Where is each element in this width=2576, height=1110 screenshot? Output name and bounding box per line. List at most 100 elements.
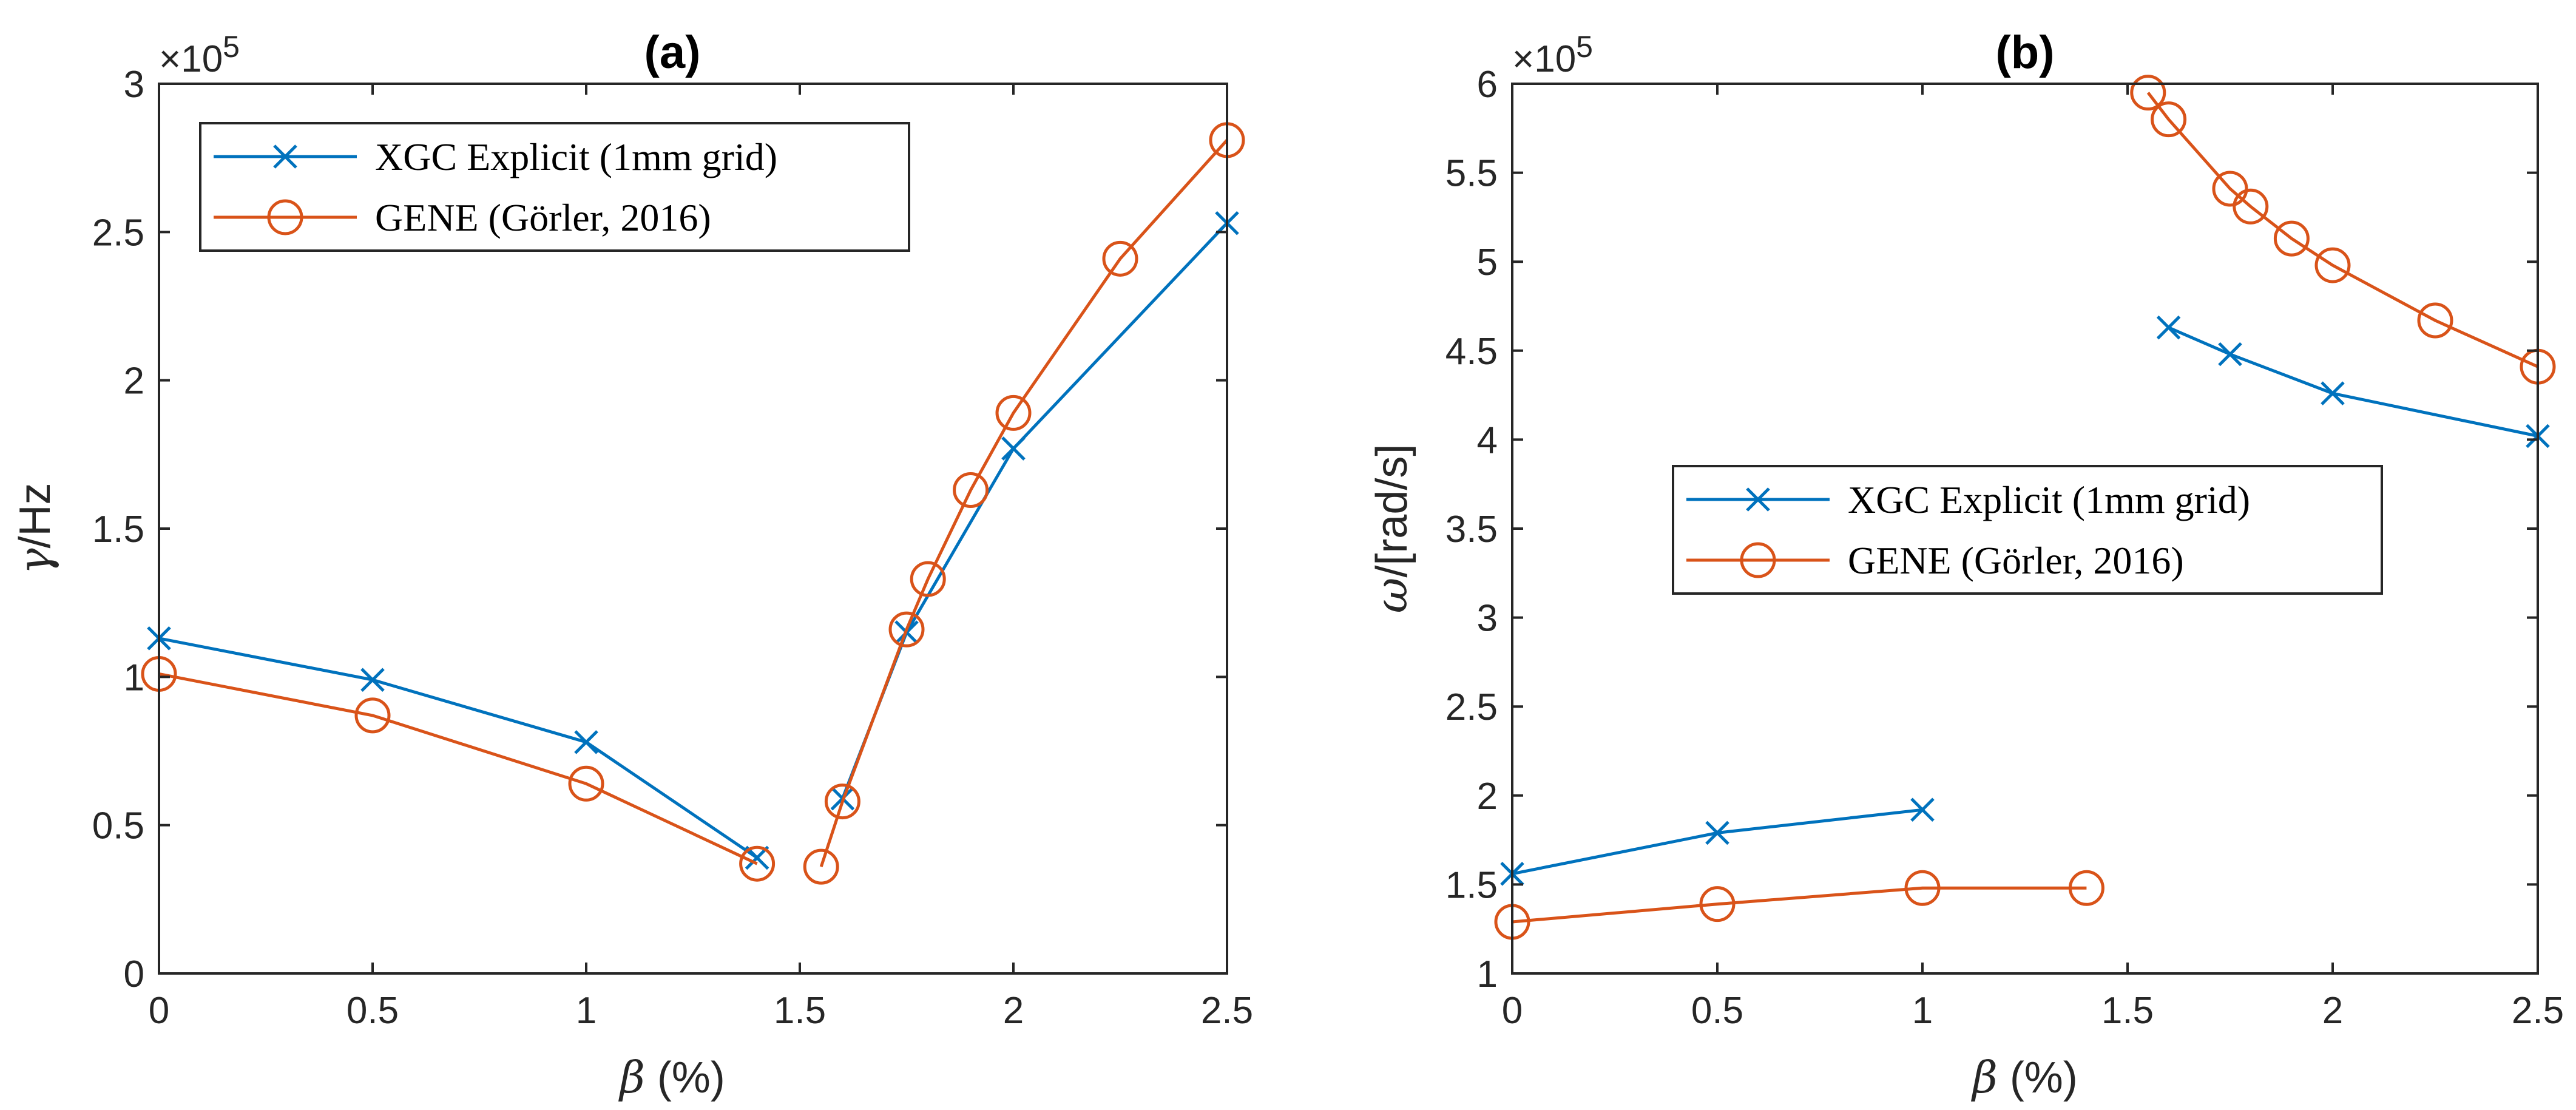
panel-b-series-xgc-point [1705, 821, 1729, 845]
panel-a-series-xgc-line [158, 637, 759, 859]
panel-a-exponent-base: ×10 [159, 38, 223, 80]
panel-b-x-tick-label: 0.5 [1691, 990, 1743, 1032]
panel-a-x-tick-label: 0 [149, 990, 169, 1032]
panel-b-ticks: 0 0.5 1 1.5 2 2.5 1 1.5 2 2.5 3 3.5 4 4.5 5 5.5 6 [1445, 64, 2564, 1032]
panel-b-y-tick-label: 4.5 [1445, 331, 1498, 373]
panel-a-y-tick-label: 0 [124, 953, 144, 995]
panel-b-x-symbol: β [1970, 1052, 1998, 1103]
panel-b-series-gene-point [2130, 75, 2166, 111]
panel-b-exponent-power: 5 [1576, 30, 1593, 64]
panel-a-title: (a) [644, 27, 701, 78]
panel-b-y-label-text: /[rad/s] [1368, 444, 1416, 578]
panel-a-legend-marker-xgc [273, 144, 297, 169]
panel-b-x-tick-label: 2.5 [2512, 990, 2564, 1032]
panel-b-series-gene-point [2417, 302, 2453, 339]
panel-a-series-gene-point [824, 783, 860, 820]
panel-b-series-xgc-line [2168, 326, 2538, 438]
panel-b-legend-box [1672, 465, 2383, 595]
panel-a-series-xgc-line [841, 222, 1228, 799]
panel-b-x-axis-label: β (%) [1970, 1052, 2078, 1103]
panel-a-series-gene-point [995, 394, 1032, 431]
panel-a-y-label-text: /Hz [11, 482, 59, 548]
panel-b-series-gene-point [2273, 220, 2310, 257]
panel-a-series-xgc-point [360, 668, 385, 692]
panel-a-x-tick-label: 2 [1003, 990, 1024, 1032]
panel-a-series-gene-point [888, 611, 925, 648]
panel-b-y-tick-label: 6 [1477, 64, 1498, 106]
panel-b-y-tick-label: 1.5 [1445, 864, 1498, 906]
panel-b-x-tick-label: 1 [1912, 990, 1933, 1032]
panel-a-x-tick-label: 0.5 [347, 990, 399, 1032]
panel-a-x-axis-label: β (%) [618, 1052, 725, 1103]
panel-b-series-xgc-point [1910, 797, 1935, 822]
panel-b-series-xgc-point [2218, 342, 2242, 367]
panel-a-x-symbol: β [618, 1052, 645, 1103]
panel-a-series-gene-point [953, 472, 989, 508]
panel-b-legend-label-gene: GENE (Görler, 2016) [1848, 539, 2184, 582]
panel-a-exponent: ×105 [159, 30, 240, 80]
panel-b-y-tick-label: 2 [1477, 776, 1498, 817]
panel-b-series-gene-line [2146, 92, 2539, 368]
panel-b-exponent: ×105 [1512, 30, 1593, 80]
panel-b-series-xgc-point [2156, 315, 2181, 340]
panel-b-series-gene-point [2068, 870, 2104, 906]
panel-b-legend-marker-gene [1740, 542, 1776, 578]
panel-b-y-axis-label: ω/[rad/s] [1366, 444, 1417, 614]
panel-a-y-tick-label: 2 [124, 360, 144, 402]
panel-a-series-xgc-point [574, 730, 598, 754]
panel-a-series-gene-point [568, 765, 604, 802]
panel-b-legend: XGC Explicit (1mm grid) GENE (Görler, 20… [1672, 465, 2383, 595]
panel-b-legend-label-xgc: XGC Explicit (1mm grid) [1848, 478, 2250, 521]
panel-a-y-tick-label: 1 [124, 657, 144, 699]
panel-a: 0 0.5 1 1.5 2 2.5 0 0.5 1 1.5 2 2.5 3 (a) ×105 β (%)… [9, 27, 1253, 1103]
panel-a-series-gene-point [803, 848, 839, 885]
panel-b-y-tick-label: 3 [1477, 598, 1498, 640]
panel-a-y-tick-label: 2.5 [92, 212, 144, 254]
panel-a-x-tick-label: 1 [576, 990, 597, 1032]
panel-a-y-axis-label: γ/Hz [9, 482, 60, 574]
panel-b-exponent-base: ×10 [1512, 38, 1576, 80]
panel-a-y-symbol: γ [9, 548, 60, 575]
panel-b-y-tick-label: 4 [1477, 419, 1498, 461]
panel-a-legend-marker-gene [267, 199, 303, 235]
panel-b-series-gene-point [1904, 870, 1941, 906]
panel-a-y-tick-label: 1.5 [92, 509, 144, 550]
panel-a-series-gene-line [158, 672, 758, 865]
panel-a-y-tick-label: 0.5 [92, 805, 144, 847]
panel-a-series-gene-point [910, 561, 946, 597]
panel-a-legend-label-xgc: XGC Explicit (1mm grid) [375, 135, 777, 178]
panel-b-title: (b) [1995, 27, 2054, 78]
panel-a-ticks: 0 0.5 1 1.5 2 2.5 0 0.5 1 1.5 2 2.5 3 [92, 64, 1253, 1032]
panel-a-series-gene-point [739, 845, 776, 882]
panel-b-x-tick-label: 0 [1502, 990, 1523, 1032]
panel-b-series-xgc-line [1512, 808, 1923, 876]
panel-a-y-tick-label: 3 [124, 64, 144, 106]
panel-a-exponent-power: 5 [223, 30, 240, 64]
panel-b-y-tick-label: 5 [1477, 242, 1498, 283]
panel-a-x-label-text: (%) [645, 1054, 725, 1102]
panel-a-series-gene-point [354, 697, 391, 734]
panel-b-series-gene-point [1699, 886, 1736, 922]
panel-a-legend: XGC Explicit (1mm grid) GENE (Görler, 20… [199, 122, 910, 252]
panel-b-series-gene-point [2233, 188, 2269, 225]
panel-b-x-label-text: (%) [1998, 1054, 2078, 1102]
panel-b-y-symbol: ω [1366, 578, 1417, 614]
panel-b-series-gene-line [1512, 886, 2087, 924]
panel-b-x-tick-label: 2 [2322, 990, 2343, 1032]
panel-a-series-xgc-point [1001, 436, 1026, 461]
panel-a-plot [141, 122, 1245, 885]
panel-a-series-gene-point [1102, 240, 1138, 277]
panel-b-plot [1494, 75, 2556, 940]
panel-b-y-tick-label: 5.5 [1445, 153, 1498, 195]
panel-b-series-xgc-point [2321, 381, 2345, 405]
panel-b-x-tick-label: 1.5 [2101, 990, 2154, 1032]
panel-a-x-tick-label: 1.5 [774, 990, 826, 1032]
panel-a-legend-label-gene: GENE (Görler, 2016) [375, 196, 711, 239]
panel-a-legend-box [199, 122, 910, 252]
panel-b-y-tick-label: 3.5 [1445, 509, 1498, 550]
panel-b-series-gene-point [2314, 247, 2351, 283]
panel-a-x-tick-label: 2.5 [1201, 990, 1253, 1032]
panel-b-series-gene-point [2212, 171, 2248, 207]
panel-b-y-tick-label: 1 [1477, 953, 1498, 995]
